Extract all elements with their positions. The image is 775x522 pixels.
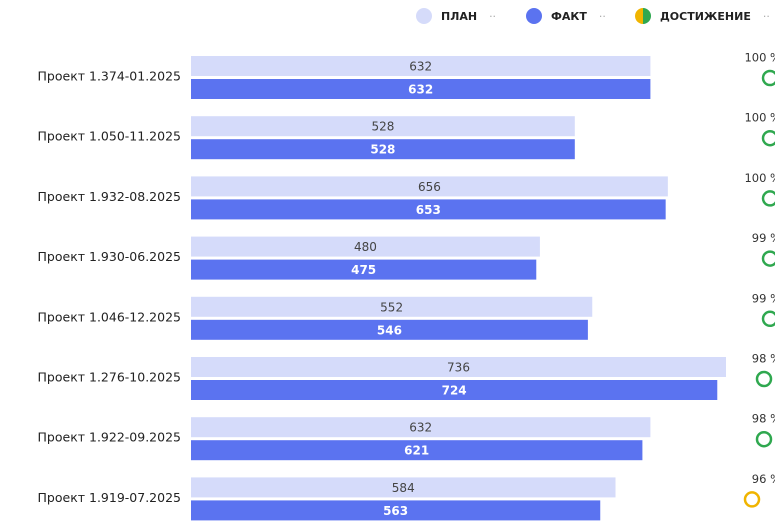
legend-dots: ··: [489, 10, 496, 23]
plan-value-label: 480: [354, 240, 377, 254]
achievement-marker: [761, 69, 775, 87]
fact-value-label: 563: [383, 504, 408, 518]
achievement-marker: [743, 491, 761, 508]
plan-bar: [191, 357, 726, 377]
plan-value-label: 584: [392, 481, 415, 495]
legend-swatch: [526, 8, 542, 24]
plan-bar: [191, 236, 540, 257]
achievement-marker: [755, 370, 773, 388]
fact-value-label: 546: [377, 323, 402, 337]
achievement-label: 100 %: [744, 111, 775, 125]
fact-value-label: 621: [404, 444, 429, 458]
plan-value-label: 656: [418, 180, 441, 194]
achievement-marker: [761, 190, 775, 207]
plan-value-label: 736: [447, 361, 470, 375]
category-label: Проект 1.930-06.2025: [38, 249, 181, 264]
fact-bar: [191, 319, 588, 340]
fact-value-label: 653: [416, 203, 441, 217]
achievement-label: 99 %: [752, 291, 775, 305]
fact-value-label: 475: [351, 263, 376, 277]
fact-bar: [191, 500, 601, 521]
category-label: Проект 1.046-12.2025: [38, 309, 181, 324]
fact-bar: [191, 139, 575, 160]
fact-bar: [191, 79, 651, 99]
plan-value-label: 552: [380, 300, 403, 314]
achievement-marker: [761, 310, 775, 328]
plan-bar: [191, 56, 651, 76]
plan-bar: [191, 477, 616, 498]
fact-value-label: 724: [442, 384, 467, 398]
legend-label: ФАКТ: [551, 10, 587, 23]
achievement-marker: [755, 430, 773, 448]
fact-bar: [191, 440, 643, 461]
legend-dots: ··: [763, 10, 770, 23]
achievement-label: 100 %: [744, 51, 775, 65]
legend-label: ДОСТИЖЕНИЕ: [660, 10, 751, 23]
category-label: Проект 1.050-11.2025: [38, 129, 181, 144]
achievement-label: 99 %: [752, 231, 775, 245]
achievement-label: 96 %: [752, 472, 775, 486]
fact-bar: [191, 199, 666, 220]
fact-bar: [191, 259, 537, 280]
fact-value-label: 632: [408, 83, 433, 97]
category-label: Проект 1.374-01.2025: [38, 69, 181, 84]
category-label: Проект 1.919-07.2025: [38, 490, 181, 505]
plan-bar: [191, 116, 575, 137]
plan-value-label: 632: [409, 421, 432, 435]
achievement-label: 98 %: [752, 352, 775, 366]
legend-swatch: [643, 8, 651, 24]
plan-bar: [191, 176, 668, 197]
achievement-label: 98 %: [752, 412, 775, 426]
plan-value-label: 632: [409, 60, 432, 74]
legend-swatch: [416, 8, 432, 24]
plan-bar: [191, 296, 593, 317]
category-label: Проект 1.932-08.2025: [38, 189, 181, 204]
achievement-label: 100 %: [744, 171, 775, 185]
category-label: Проект 1.276-10.2025: [38, 370, 181, 385]
fact-bar: [191, 380, 718, 400]
plan-bar: [191, 417, 651, 438]
plan-value-label: 528: [371, 120, 394, 134]
achievement-marker: [761, 129, 775, 147]
category-label: Проект 1.922-09.2025: [38, 430, 181, 445]
achievement-marker: [761, 250, 775, 267]
fact-value-label: 528: [370, 143, 395, 157]
legend-swatch: [635, 8, 643, 24]
legend-dots: ··: [599, 10, 606, 23]
legend-label: ПЛАН: [441, 10, 477, 23]
